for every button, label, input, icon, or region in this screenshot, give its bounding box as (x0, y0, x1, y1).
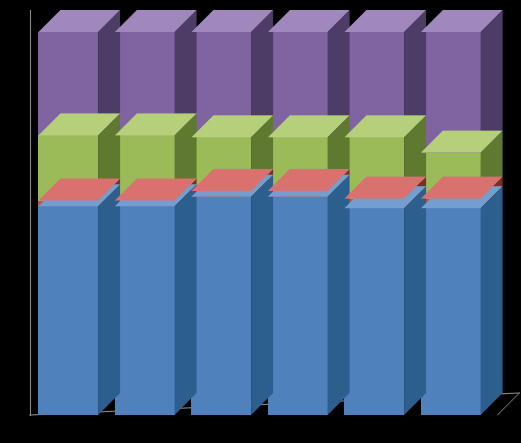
Polygon shape (39, 179, 120, 201)
Polygon shape (98, 184, 120, 415)
Polygon shape (344, 198, 404, 208)
Polygon shape (191, 10, 273, 32)
Polygon shape (421, 198, 480, 208)
Polygon shape (115, 201, 175, 206)
Polygon shape (328, 169, 350, 197)
Polygon shape (404, 10, 426, 137)
Polygon shape (115, 184, 196, 206)
Polygon shape (268, 169, 350, 191)
Polygon shape (268, 32, 328, 137)
Polygon shape (268, 137, 328, 191)
Polygon shape (191, 169, 273, 191)
Polygon shape (98, 10, 120, 136)
Polygon shape (421, 153, 480, 198)
Polygon shape (115, 136, 175, 201)
Polygon shape (251, 10, 273, 137)
Polygon shape (115, 113, 196, 136)
Polygon shape (191, 191, 251, 197)
Polygon shape (191, 175, 273, 197)
Polygon shape (39, 10, 120, 32)
Polygon shape (39, 184, 120, 206)
Polygon shape (191, 137, 251, 191)
Polygon shape (98, 113, 120, 201)
Polygon shape (115, 206, 175, 415)
Polygon shape (98, 179, 120, 206)
Polygon shape (115, 10, 196, 32)
Polygon shape (39, 32, 98, 136)
Polygon shape (268, 115, 350, 137)
Polygon shape (268, 191, 328, 197)
Polygon shape (268, 197, 328, 415)
Polygon shape (421, 177, 503, 198)
Polygon shape (344, 115, 426, 137)
Polygon shape (39, 201, 98, 206)
Polygon shape (344, 137, 404, 198)
Polygon shape (191, 115, 273, 137)
Polygon shape (480, 177, 503, 208)
Polygon shape (344, 186, 426, 208)
Polygon shape (39, 136, 98, 201)
Polygon shape (251, 175, 273, 415)
Polygon shape (480, 131, 503, 198)
Polygon shape (191, 197, 251, 415)
Polygon shape (175, 179, 196, 206)
Polygon shape (421, 32, 480, 153)
Polygon shape (39, 206, 98, 415)
Polygon shape (268, 10, 350, 32)
Polygon shape (251, 115, 273, 191)
Polygon shape (404, 177, 426, 208)
Polygon shape (115, 179, 196, 201)
Polygon shape (344, 32, 404, 137)
Polygon shape (115, 32, 175, 136)
Polygon shape (404, 115, 426, 198)
Polygon shape (175, 184, 196, 415)
Polygon shape (421, 131, 503, 153)
Polygon shape (328, 10, 350, 137)
Polygon shape (344, 10, 426, 32)
Polygon shape (328, 175, 350, 415)
Polygon shape (328, 115, 350, 191)
Polygon shape (480, 186, 503, 415)
Polygon shape (251, 169, 273, 197)
Polygon shape (421, 10, 503, 32)
Polygon shape (480, 10, 503, 153)
Polygon shape (268, 175, 350, 197)
Polygon shape (344, 177, 426, 198)
Polygon shape (39, 113, 120, 136)
Polygon shape (344, 208, 404, 415)
Polygon shape (175, 10, 196, 136)
Polygon shape (191, 32, 251, 137)
Polygon shape (421, 186, 503, 208)
Polygon shape (421, 208, 480, 415)
Polygon shape (404, 186, 426, 415)
Polygon shape (175, 113, 196, 201)
